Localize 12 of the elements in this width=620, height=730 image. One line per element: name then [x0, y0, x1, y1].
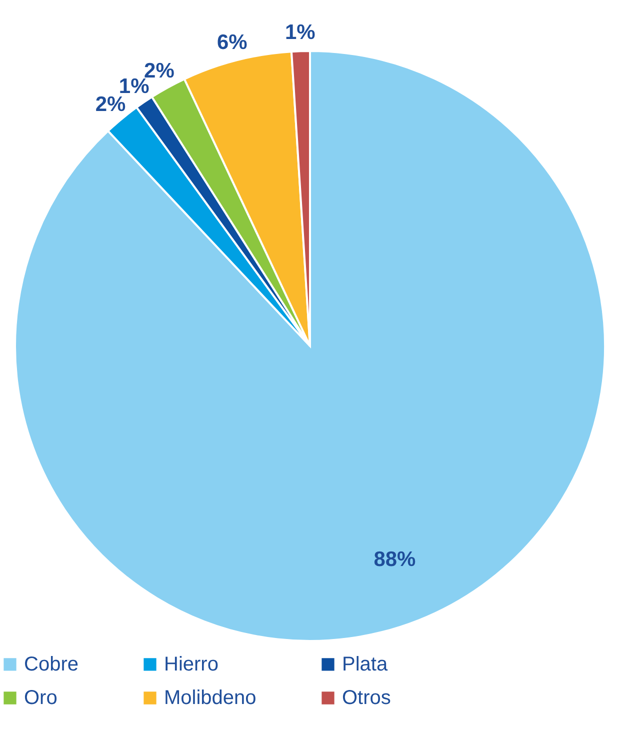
- legend-label: Plata: [342, 653, 388, 676]
- data-label: 2%: [144, 60, 175, 83]
- data-label: 6%: [216, 30, 248, 54]
- legend-label: Otros: [342, 687, 391, 709]
- data-label: 88%: [374, 548, 416, 571]
- legend-label: Cobre: [24, 653, 78, 676]
- data-label: 2%: [95, 92, 126, 116]
- data-label: 1%: [284, 21, 316, 44]
- pie-slice: [14, 50, 606, 642]
- legend-label: Oro: [24, 687, 58, 709]
- legend-label: Hierro: [164, 653, 218, 676]
- legend-label: Molibdeno: [164, 687, 256, 709]
